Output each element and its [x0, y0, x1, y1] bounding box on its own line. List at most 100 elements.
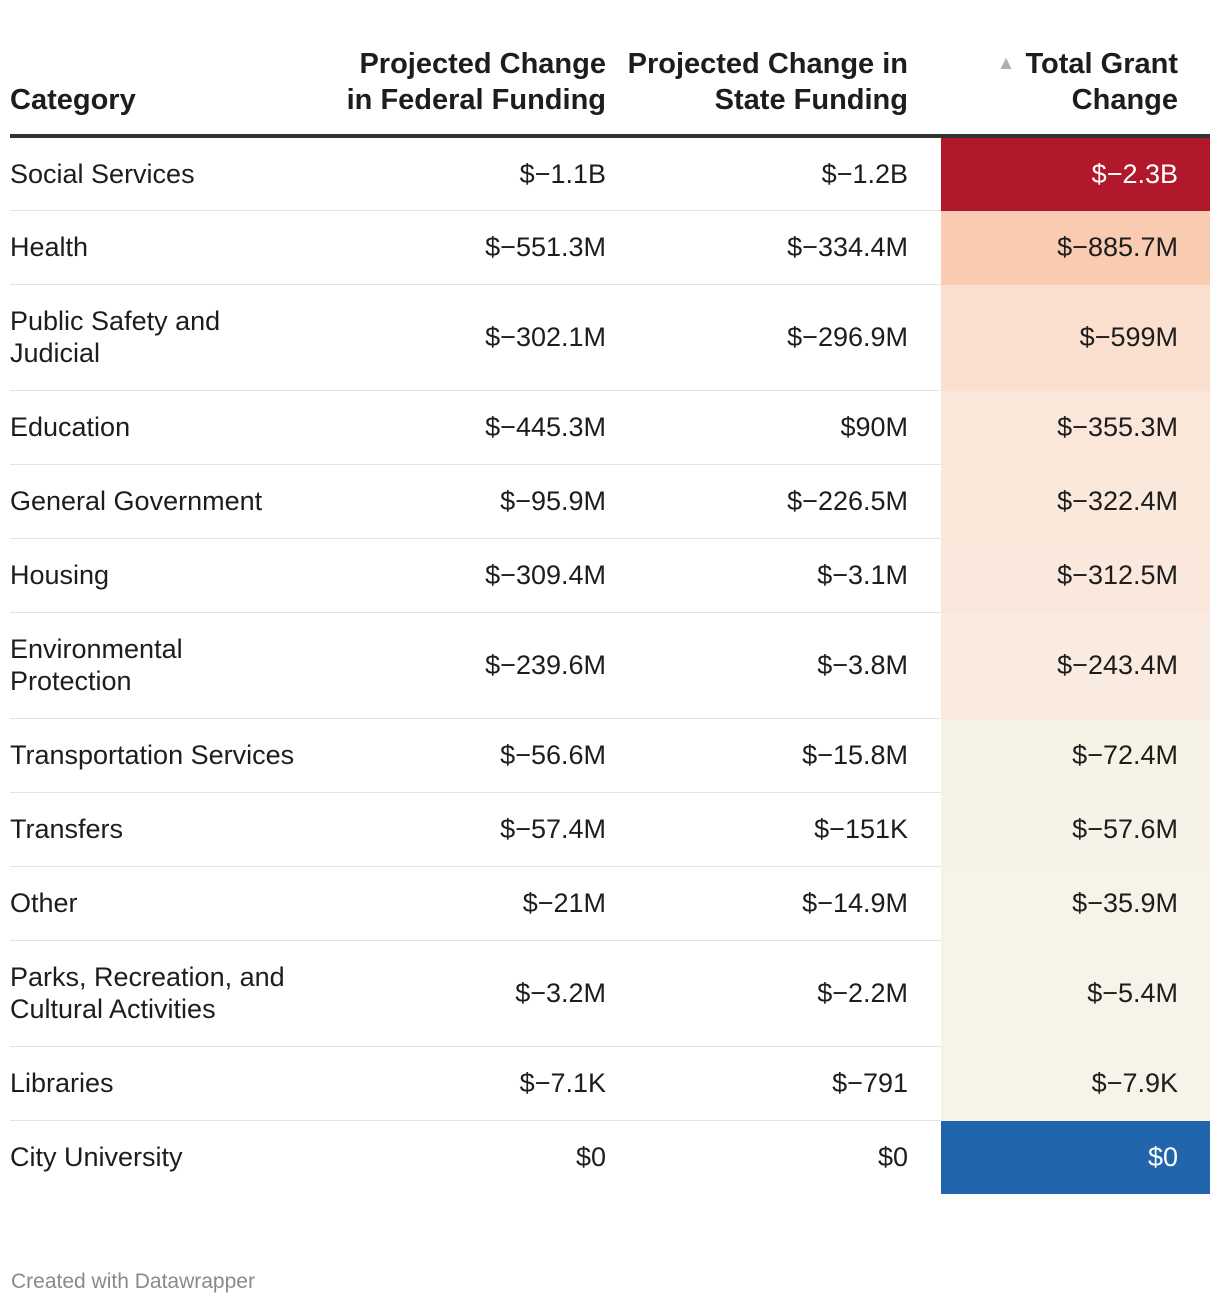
cell-state-change-text: $−334.4M — [787, 232, 908, 262]
cell-total-change: $−35.9M — [941, 866, 1210, 941]
grant-change-table-wrapper: Category Projected Change in Federal Fun… — [10, 40, 1210, 1194]
cell-federal-change: $−56.6M — [340, 718, 608, 793]
cell-total-change-text: $−885.7M — [1057, 232, 1178, 262]
cell-total-change-text: $−7.9K — [1091, 1068, 1178, 1098]
cell-total-change-text: $−312.5M — [1057, 560, 1178, 590]
cell-total-change-text: $−243.4M — [1057, 650, 1178, 680]
cell-federal-change: $−7.1K — [340, 1046, 608, 1121]
table-row: Health $−551.3M $−334.4M $−885.7M — [10, 210, 1210, 285]
cell-category: City University — [10, 1120, 340, 1194]
cell-total-change: $−322.4M — [941, 464, 1210, 539]
cell-federal-change: $−57.4M — [340, 792, 608, 867]
cell-category: General Government — [10, 464, 340, 539]
cell-federal-change: $−95.9M — [340, 464, 608, 539]
cell-total-change: $−2.3B — [941, 136, 1210, 211]
cell-federal-change-text: $−1.1B — [519, 158, 606, 189]
cell-category: Public Safety and Judicial — [10, 284, 340, 391]
cell-total-change-text: $−35.9M — [1072, 888, 1178, 918]
cell-total-change: $−599M — [941, 284, 1210, 391]
cell-category: Parks, Recreation, and Cultural Activiti… — [10, 940, 340, 1047]
cell-total-change: $−57.6M — [941, 792, 1210, 867]
header-state-funding[interactable]: Projected Change in State Funding — [608, 40, 941, 138]
cell-state-change: $−151K — [608, 792, 941, 867]
cell-category-text: Libraries — [10, 1068, 114, 1098]
cell-federal-change-text: $−21M — [522, 888, 606, 918]
cell-federal-change: $−1.1B — [340, 136, 608, 211]
cell-total-change: $−72.4M — [941, 718, 1210, 793]
header-federal-funding[interactable]: Projected Change in Federal Funding — [340, 40, 608, 138]
cell-federal-change-text: $−551.3M — [485, 232, 606, 262]
table-body: Social Services $−1.1B $−1.2B $−2.3B Health $… — [10, 136, 1210, 1194]
cell-state-change-text: $−1.2B — [821, 158, 908, 189]
cell-total-change-text: $−5.4M — [1087, 978, 1178, 1008]
table-row: Other $−21M $−14.9M $−35.9M — [10, 866, 1210, 941]
cell-state-change: $−334.4M — [608, 210, 941, 285]
table-row: City University $0 $0 $0 — [10, 1120, 1210, 1194]
cell-total-change-text: $−72.4M — [1072, 740, 1178, 770]
cell-category-text: Health — [10, 232, 89, 262]
cell-category: Environmental Protection — [10, 612, 340, 719]
cell-category: Transfers — [10, 792, 340, 867]
cell-total-change: $−243.4M — [941, 612, 1210, 719]
cell-state-change-text: $−3.8M — [817, 650, 908, 680]
cell-state-change: $−226.5M — [608, 464, 941, 539]
header-category[interactable]: Category — [10, 40, 340, 138]
cell-total-change: $−312.5M — [941, 538, 1210, 613]
cell-state-change-text: $−2.2M — [817, 978, 908, 1008]
cell-federal-change: $−3.2M — [340, 940, 608, 1047]
table-row: Housing $−309.4M $−3.1M $−312.5M — [10, 538, 1210, 613]
cell-state-change: $−14.9M — [608, 866, 941, 941]
cell-state-change: $−3.8M — [608, 612, 941, 719]
header-total-grant-change[interactable]: ▲ Total Grant Change — [941, 40, 1210, 138]
header-category-label: Category — [10, 84, 136, 116]
cell-state-change-text: $−296.9M — [787, 322, 908, 352]
cell-total-change: $−355.3M — [941, 390, 1210, 465]
cell-state-change: $−791 — [608, 1046, 941, 1121]
cell-federal-change: $0 — [340, 1120, 608, 1194]
cell-category-text: Social Services — [10, 158, 195, 189]
cell-total-change-text: $−599M — [1079, 322, 1178, 352]
cell-state-change-text: $0 — [877, 1142, 908, 1173]
header-state-label: Projected Change in State Funding — [627, 48, 908, 116]
cell-state-change-text: $−226.5M — [787, 486, 908, 516]
cell-federal-change: $−309.4M — [340, 538, 608, 613]
cell-federal-change-text: $−239.6M — [485, 650, 606, 680]
cell-state-change: $−15.8M — [608, 718, 941, 793]
cell-federal-change-text: $−57.4M — [500, 814, 606, 844]
cell-federal-change: $−21M — [340, 866, 608, 941]
cell-state-change: $−1.2B — [608, 136, 941, 211]
cell-category: Libraries — [10, 1046, 340, 1121]
datawrapper-credit[interactable]: Created with Datawrapper — [11, 1270, 255, 1293]
cell-category: Social Services — [10, 136, 340, 211]
table-row: Libraries $−7.1K $−791 $−7.9K — [10, 1046, 1210, 1121]
cell-total-change: $−5.4M — [941, 940, 1210, 1047]
cell-category: Other — [10, 866, 340, 941]
cell-federal-change-text: $−56.6M — [500, 740, 606, 770]
cell-federal-change-text: $−302.1M — [485, 322, 606, 352]
cell-total-change-text: $−322.4M — [1057, 486, 1178, 516]
cell-state-change-text: $−151K — [814, 814, 908, 844]
header-row: Category Projected Change in Federal Fun… — [10, 40, 1210, 138]
cell-category: Health — [10, 210, 340, 285]
cell-federal-change-text: $−7.1K — [519, 1068, 606, 1098]
cell-federal-change: $−239.6M — [340, 612, 608, 719]
cell-total-change: $−885.7M — [941, 210, 1210, 285]
cell-state-change: $−2.2M — [608, 940, 941, 1047]
cell-state-change-text: $−3.1M — [817, 560, 908, 590]
cell-category-text: Public Safety and Judicial — [10, 306, 221, 368]
cell-category-text: Other — [10, 888, 78, 918]
cell-federal-change: $−302.1M — [340, 284, 608, 391]
cell-state-change: $90M — [608, 390, 941, 465]
cell-category-text: Parks, Recreation, and Cultural Activiti… — [10, 962, 285, 1024]
table-row: Transfers $−57.4M $−151K $−57.6M — [10, 792, 1210, 867]
table-row: Social Services $−1.1B $−1.2B $−2.3B — [10, 136, 1210, 211]
sort-ascending-icon[interactable]: ▲ — [996, 53, 1016, 74]
cell-category-text: Transfers — [10, 814, 124, 844]
cell-category-text: General Government — [10, 486, 263, 516]
cell-total-change-text: $−355.3M — [1057, 412, 1178, 442]
cell-state-change: $−296.9M — [608, 284, 941, 391]
table-row: General Government $−95.9M $−226.5M $−322.4… — [10, 464, 1210, 539]
table-row: Transportation Services $−56.6M $−15.8M $−7… — [10, 718, 1210, 793]
cell-federal-change-text: $−3.2M — [515, 978, 606, 1008]
cell-category-text: Education — [10, 412, 131, 442]
